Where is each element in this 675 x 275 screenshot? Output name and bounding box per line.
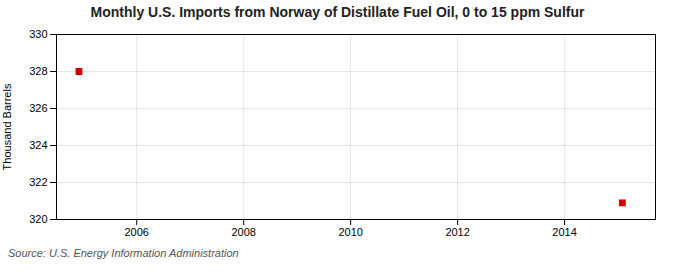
svg-text:2010: 2010 [338,226,362,238]
svg-text:Thousand Barrels: Thousand Barrels [1,83,13,170]
svg-text:322: 322 [29,176,47,188]
svg-text:2012: 2012 [445,226,469,238]
svg-text:2006: 2006 [124,226,148,238]
svg-text:330: 330 [29,28,47,40]
html-text:Monthly U.S. Imports from Norw: Monthly U.S. Imports from Norway of Dist… [90,4,585,20]
svg-text:326: 326 [29,102,47,114]
svg-text:324: 324 [29,139,47,151]
html-text:Source: U.S. Energy Informatio: Source: U.S. Energy Information Administ… [8,247,239,259]
svg-text:328: 328 [29,65,47,77]
svg-text:2014: 2014 [552,226,576,238]
svg-text:2008: 2008 [231,226,255,238]
svg-text:320: 320 [29,213,47,225]
